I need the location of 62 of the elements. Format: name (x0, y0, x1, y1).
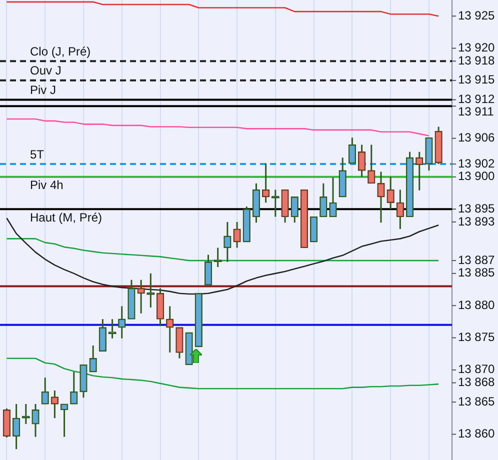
candlestick (425, 137, 433, 172)
candlestick (32, 403, 40, 438)
candlestick (377, 171, 385, 224)
candlestick (434, 126, 442, 165)
ref-line-label: Ouv J (30, 64, 62, 78)
ref-line-label: Haut (M, Pré) (30, 210, 102, 224)
candlestick (70, 371, 78, 404)
candlestick (41, 376, 49, 404)
candlestick (60, 404, 68, 438)
y-tick-label: 13 868 (458, 375, 496, 390)
candlestick (252, 182, 260, 224)
candlestick (224, 221, 232, 263)
y-tick-label: 13 925 (458, 8, 496, 22)
y-tick-label: 13 911 (458, 104, 494, 119)
candlestick (80, 364, 88, 398)
candlestick (2, 408, 11, 438)
y-tick-label: 13 885 (458, 266, 496, 280)
y-tick-label: 13 870 (458, 362, 496, 376)
candlestick (12, 403, 20, 450)
candlestick (166, 305, 174, 354)
ref-line-label: 5T (30, 147, 45, 162)
candlestick (320, 182, 328, 218)
candlestick (262, 162, 270, 204)
candlestick (89, 344, 97, 372)
candlestick (358, 144, 366, 178)
candlestick (128, 279, 136, 320)
y-tick-label: 13 893 (458, 214, 496, 228)
y-tick-label: 13 875 (458, 330, 496, 344)
candlestick (396, 189, 404, 230)
candlestick (338, 156, 346, 198)
y-tick-label: 13 887 (458, 252, 496, 267)
y-tick-label: 13 860 (458, 426, 496, 441)
ref-line-label: Clo (J, Pré) (30, 44, 91, 58)
ref-line-label: Piv J (30, 83, 56, 98)
y-tick-label: 13 900 (458, 169, 496, 184)
y-tick-label: 13 912 (458, 92, 496, 106)
y-tick-label: 13 918 (458, 53, 496, 68)
candlestick (176, 327, 184, 360)
y-tick-label: 13 895 (458, 201, 496, 216)
candlestick (118, 305, 126, 340)
ref-line-label: Piv 4h (30, 178, 64, 192)
candlestick (406, 151, 414, 218)
candlestick (329, 176, 337, 218)
candlestick (50, 390, 59, 419)
candlestick (348, 136, 356, 164)
y-tick-label: 13 915 (458, 72, 496, 87)
candlestick (98, 318, 107, 352)
candlestick (290, 196, 298, 224)
y-tick-label: 13 865 (458, 394, 496, 408)
candlestick (137, 279, 145, 314)
y-tick-label: 13 906 (458, 130, 496, 145)
candlestick (416, 151, 424, 192)
candlestick (242, 206, 250, 242)
y-tick-label: 13 902 (458, 156, 496, 170)
candlestick (368, 144, 376, 184)
y-tick-label: 13 880 (458, 298, 496, 312)
candlestick (233, 221, 241, 248)
candlestick (156, 287, 164, 327)
candlestick (204, 254, 212, 286)
candlestick (281, 189, 289, 224)
y-tick-label: 13 920 (458, 40, 496, 55)
candlestick (386, 176, 394, 210)
